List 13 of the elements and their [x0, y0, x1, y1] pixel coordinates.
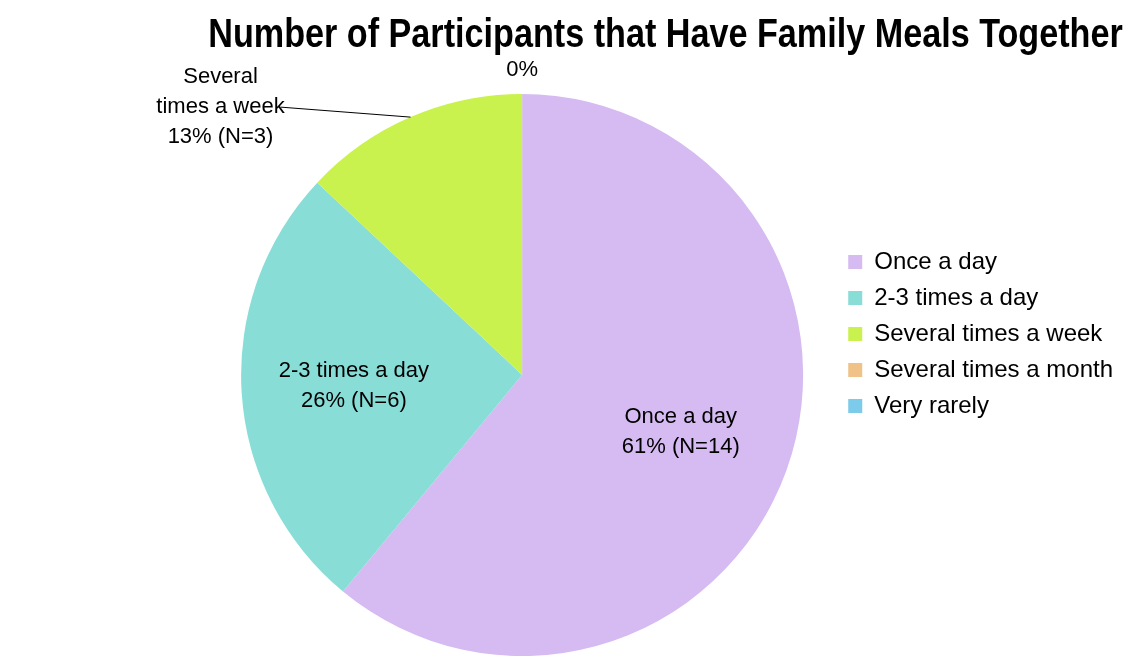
data-label: 61% (N=14) [621, 433, 740, 459]
data-label: 26% (N=6) [300, 386, 407, 412]
legend-label: Several times a month [874, 354, 1114, 382]
legend-label: Several times a week [874, 318, 1104, 346]
data-label: 13% (N=3) [167, 123, 274, 149]
chart-title: Number of Participants that Have Family Meals Together [208, 10, 1123, 56]
text: 0% [506, 56, 539, 82]
slice-label: Several times a week [156, 63, 286, 119]
legend-label: Very rarely [874, 390, 989, 418]
legend-label: Once a day [874, 246, 997, 274]
slice-label: Once a day [624, 403, 738, 429]
slice-label: 2-3 times a day [278, 356, 430, 382]
legend-label: 2-3 times a day [874, 282, 1039, 310]
